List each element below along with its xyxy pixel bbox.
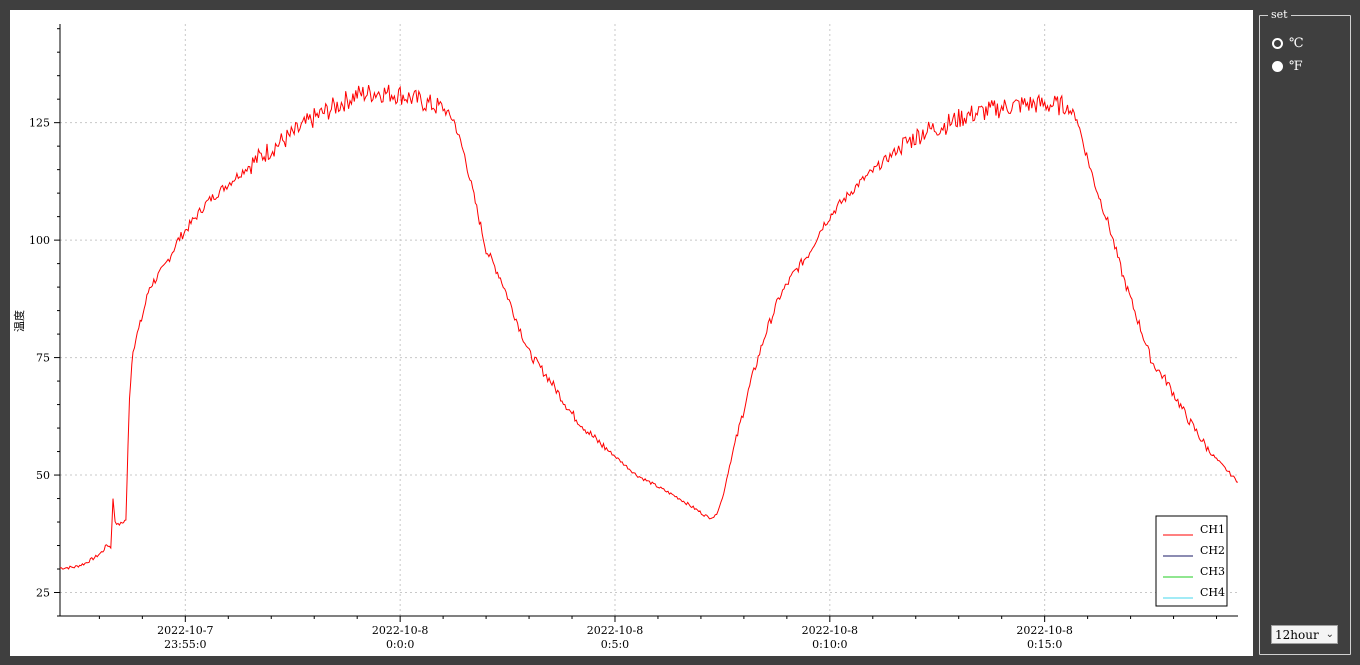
x-tick-label-time: 0:0:0 [386,638,414,651]
y-axis-label: 温度 [12,310,26,332]
time-range-select[interactable]: 12hour ⌄ [1271,625,1338,644]
y-tick-label: 100 [29,234,50,247]
legend-label-ch4: CH4 [1200,586,1225,599]
y-tick-label: 50 [36,469,50,482]
settings-sidebar: set ℃ ℉ [1253,0,1360,665]
celsius-radio[interactable] [1272,38,1283,49]
x-tick-label-time: 0:10:0 [812,638,847,651]
chevron-down-icon[interactable]: ⌄ [1325,629,1334,640]
y-tick-label: 25 [36,587,50,600]
time-range-value: 12hour [1275,627,1319,642]
x-tick-label-date: 2022-10-8 [802,624,858,637]
y-tick-label: 75 [36,352,50,365]
x-tick-label-date: 2022-10-7 [157,624,213,637]
settings-groupbox: set ℃ ℉ [1259,7,1351,655]
temperature-chart: 2550751001252022-10-723:55:02022-10-80:0… [12,24,1239,651]
groupbox-title: set [1268,7,1291,23]
x-tick-label-time: 23:55:0 [164,638,206,651]
fahrenheit-option[interactable]: ℉ [1272,59,1303,74]
x-tick-label-date: 2022-10-8 [372,624,428,637]
legend-box [1155,515,1228,607]
y-tick-label: 125 [29,117,50,130]
x-tick-label-date: 2022-10-8 [1016,624,1072,637]
fahrenheit-radio[interactable] [1272,61,1283,72]
legend-label-ch1: CH1 [1200,523,1225,536]
legend-label-ch3: CH3 [1200,565,1225,578]
celsius-option[interactable]: ℃ [1272,36,1304,51]
legend-label-ch2: CH2 [1200,544,1225,557]
series-line-ch1 [59,84,1239,570]
celsius-label: ℃ [1289,36,1304,51]
fahrenheit-label: ℉ [1289,59,1303,74]
chart-panel: 25 50 75 100 125 2022-10-7 23:55:0 2022-10-8 0:0… [10,10,1253,656]
x-tick-label-time: 0:5:0 [601,638,629,651]
x-tick-label-date: 2022-10-8 [587,624,643,637]
x-tick-label-time: 0:15:0 [1027,638,1062,651]
